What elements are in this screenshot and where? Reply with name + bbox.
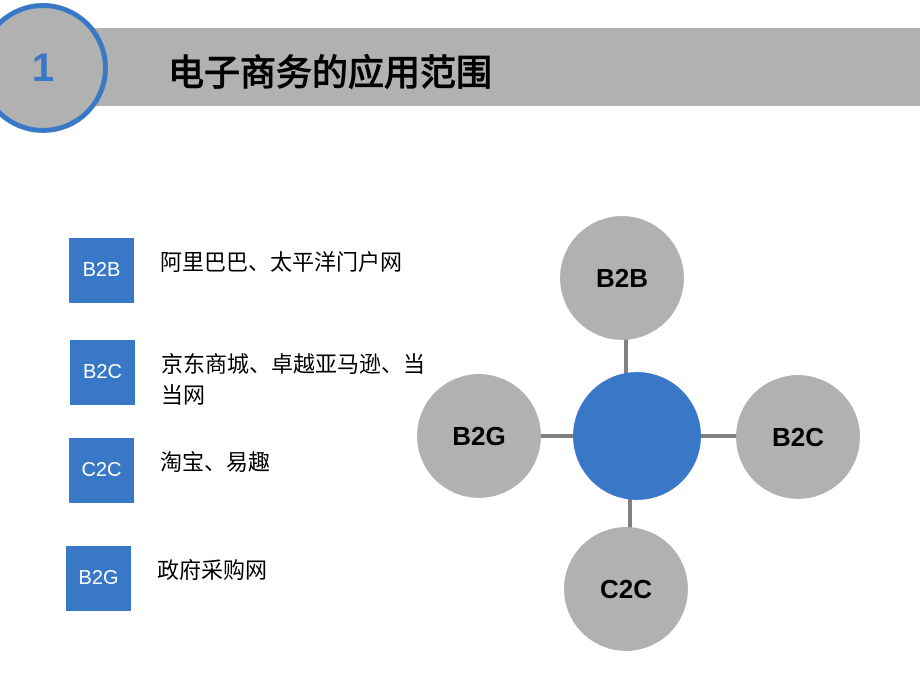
category-item-c2c: C2C 淘宝、易趣	[69, 438, 270, 503]
category-label: 政府采购网	[157, 546, 267, 587]
category-item-b2b: B2B 阿里巴巴、太平洋门户网	[69, 238, 402, 303]
category-item-b2c: B2C 京东商城、卓越亚马逊、当当网	[70, 340, 431, 412]
header-number-circle: 1	[0, 3, 108, 133]
diagram-node-c2c: C2C	[564, 527, 688, 651]
category-code-box: C2C	[69, 438, 134, 503]
diagram-node-b2b: B2B	[560, 216, 684, 340]
category-label: 京东商城、卓越亚马逊、当当网	[161, 340, 431, 412]
diagram-center-node	[573, 372, 701, 500]
header-number: 1	[32, 46, 54, 91]
category-code-box: B2C	[70, 340, 135, 405]
category-label: 淘宝、易趣	[160, 438, 270, 479]
diagram-node-b2g: B2G	[417, 374, 541, 498]
category-item-b2g: B2G 政府采购网	[66, 546, 267, 611]
diagram-node-b2c: B2C	[736, 375, 860, 499]
category-code-box: B2G	[66, 546, 131, 611]
header-title: 电子商务的应用范围	[168, 44, 492, 96]
category-code-box: B2B	[69, 238, 134, 303]
category-label: 阿里巴巴、太平洋门户网	[160, 238, 402, 279]
